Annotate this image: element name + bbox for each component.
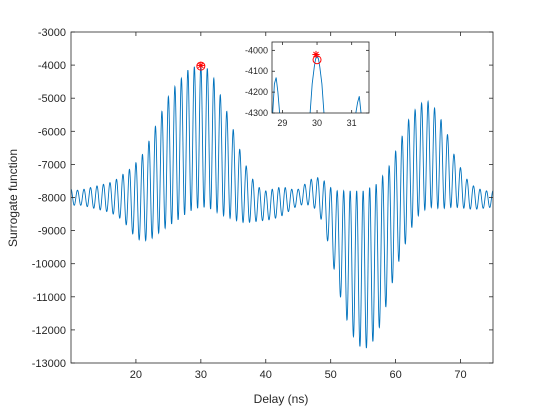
peak-asterisk-marker [197,61,205,70]
inset-line-segment [309,55,325,113]
x-tick-label: 60 [389,369,401,381]
y-tick-label: -13000 [32,358,66,370]
inset-y-tick-label: -4000 [245,45,268,55]
inset-peak-asterisk-marker [312,50,320,59]
y-tick-label: -9000 [38,226,66,238]
inset-background [272,42,369,113]
inset-x-tick-label: 30 [312,118,322,128]
inset-axes: 29 30 31 -4300 -4200 -4100 -4000 [245,41,370,128]
inset-y-tick-label: -4300 [245,108,268,118]
x-axis-label: Delay (ns) [254,392,309,406]
x-tick-label: 40 [260,369,272,381]
inset-x-tick-label: 29 [277,118,287,128]
y-tick-label: -10000 [32,259,66,271]
inset-line-segment [272,77,281,113]
x-tick-label: 50 [325,369,337,381]
inset-y-tick-label: -4200 [245,87,268,97]
y-tick-label: -7000 [38,159,66,171]
y-tick-label: -11000 [33,292,66,304]
y-axis-label: Surrogate function [6,149,20,247]
inset-x-tick-label: 31 [347,118,357,128]
y-tick-label: -4000 [38,60,66,72]
x-tick-label: 30 [195,369,207,381]
y-tick-label: -3000 [38,27,66,39]
inset-line-segment [355,96,362,113]
inset-axes-box [271,41,370,114]
x-tick-label: 70 [454,369,466,381]
surrogate-function-line [71,65,493,349]
x-tick-label: 20 [130,369,142,381]
main-axes: 20 30 40 50 60 70 -13000 -12000 -11000 -10000 -900… [32,27,494,381]
inset-y-tick-label: -4100 [245,66,268,76]
y-tick-label: -5000 [38,93,66,105]
y-tick-label: -6000 [38,126,66,138]
y-tick-label: -12000 [32,325,66,337]
y-tick-label: -8000 [38,193,66,205]
